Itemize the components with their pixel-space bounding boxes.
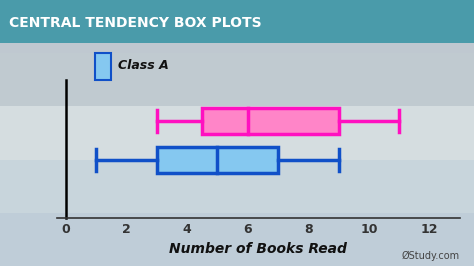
Text: CENTRAL TENDENCY BOX PLOTS: CENTRAL TENDENCY BOX PLOTS — [9, 16, 262, 30]
Text: ØStudy.com: ØStudy.com — [401, 251, 460, 261]
Bar — [0, 160, 474, 213]
Bar — [0, 53, 474, 106]
Text: Class A: Class A — [118, 59, 169, 72]
Bar — [0, 106, 474, 160]
Bar — [202, 108, 338, 134]
Bar — [0, 213, 474, 266]
X-axis label: Number of Books Read: Number of Books Read — [169, 242, 347, 256]
Bar — [157, 147, 278, 173]
Bar — [0, 0, 474, 53]
